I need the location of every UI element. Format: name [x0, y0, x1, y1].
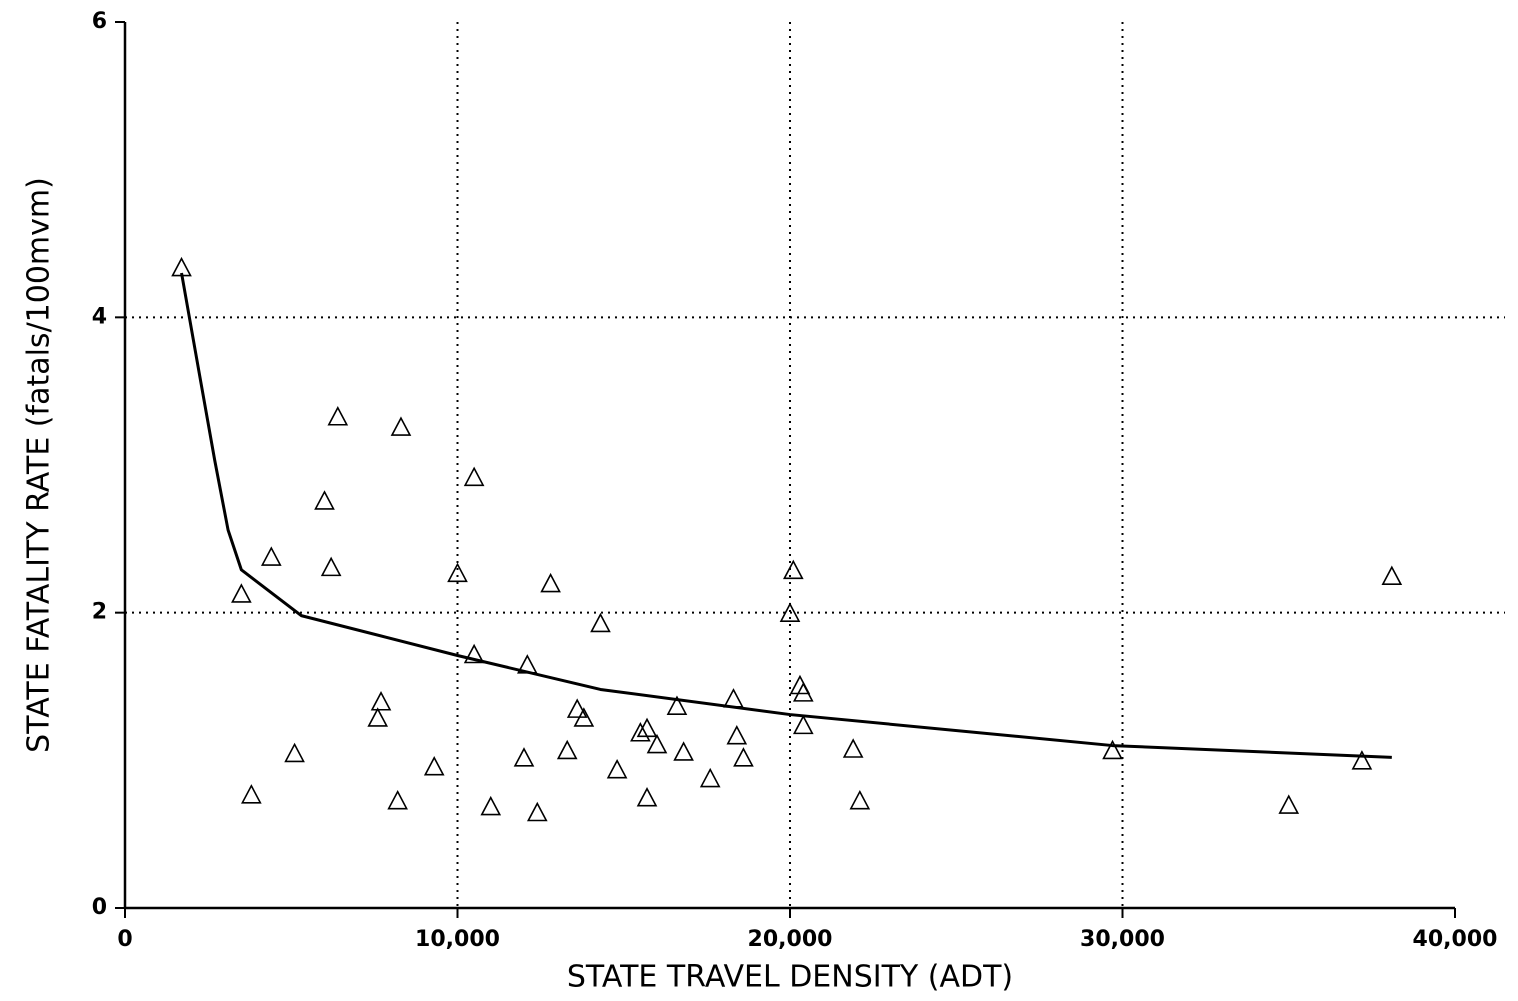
data-point [699, 767, 721, 788]
x-tick-label: 30,000 [1080, 927, 1165, 952]
data-point [556, 739, 578, 760]
data-point [447, 562, 468, 583]
data-point [423, 756, 445, 776]
y-tick-label: 6 [92, 9, 107, 34]
data-point [636, 717, 658, 738]
data-point [370, 691, 392, 711]
data-point [646, 733, 668, 754]
data-point [320, 556, 342, 577]
y-tick-label: 2 [92, 600, 107, 625]
x-tick-label: 40,000 [1413, 927, 1498, 952]
data-point [327, 406, 349, 426]
data-point [636, 787, 658, 807]
data-point [630, 722, 651, 742]
data-point [260, 546, 282, 566]
data-point [733, 747, 754, 767]
data-point [463, 466, 485, 487]
data-point [606, 758, 628, 779]
x-tick-label: 0 [117, 927, 132, 952]
data-point [723, 688, 744, 708]
data-point [241, 784, 262, 804]
fit-curve [180, 272, 1392, 759]
data-point [480, 795, 502, 816]
data-point [779, 602, 801, 622]
data-point [390, 416, 412, 436]
data-point [526, 801, 548, 822]
data-point [842, 738, 864, 758]
data-point [367, 707, 389, 727]
data-point [387, 789, 408, 810]
data-point [1351, 750, 1373, 770]
data-point [782, 559, 804, 580]
data-point [849, 789, 871, 810]
y-tick-label: 4 [92, 304, 107, 329]
x-axis-title: STATE TRAVEL DENSITY (ADT) [567, 960, 1013, 995]
y-tick-label: 0 [92, 895, 107, 920]
x-tick-label: 10,000 [415, 927, 500, 952]
data-point [792, 714, 814, 735]
data-point [673, 741, 694, 761]
data-point [1278, 794, 1300, 814]
data-point [573, 707, 595, 727]
data-point [566, 698, 588, 718]
data-point [1381, 565, 1403, 586]
y-axis-title: STATE FATALITY RATE (fatals/100mvm) [22, 177, 57, 753]
data-point [666, 695, 688, 715]
data-point [513, 747, 535, 767]
data-point [284, 742, 305, 763]
data-point [463, 643, 485, 664]
data-point [540, 572, 561, 593]
data-point [231, 583, 252, 603]
x-tick-label: 20,000 [748, 927, 833, 952]
data-point [792, 682, 814, 702]
data-point [1102, 739, 1123, 760]
data-point [590, 612, 611, 633]
data-point [314, 490, 335, 510]
data-point [726, 724, 748, 745]
